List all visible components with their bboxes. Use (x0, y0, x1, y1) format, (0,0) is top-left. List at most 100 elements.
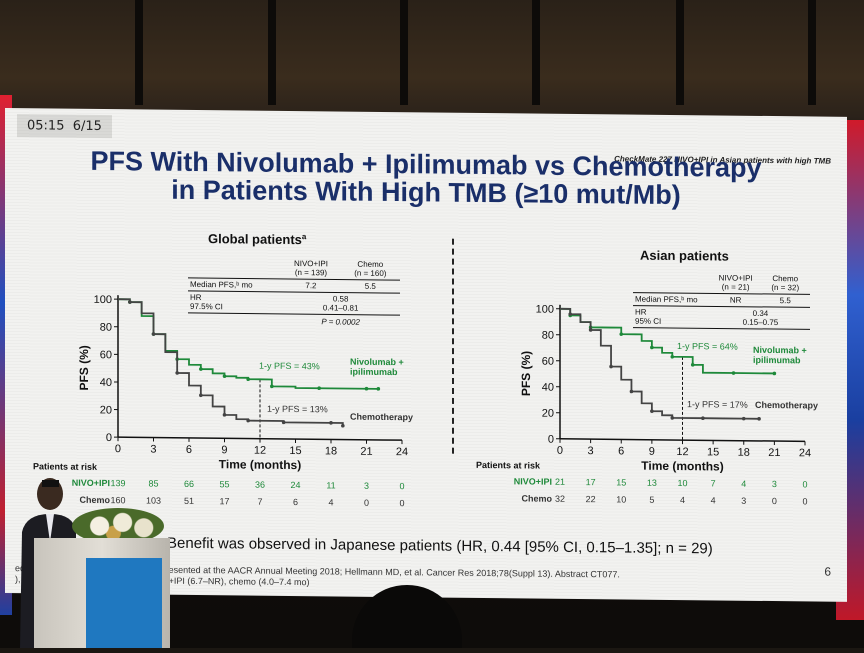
nivo-ipi-censor-mark (377, 387, 381, 391)
y-axis-label: PFS (%) (77, 345, 91, 390)
table-hr-label: HR (190, 293, 202, 302)
risk-value-nivo: 15 (616, 477, 626, 487)
table-col2-header: Chemo (772, 274, 798, 283)
risk-value-chemo: 103 (146, 495, 161, 505)
y-tick-label: 0 (106, 432, 112, 444)
risk-value-chemo: 10 (616, 494, 626, 504)
nivo-ipi-censor-mark (223, 374, 227, 378)
y-tick-label: 100 (94, 294, 112, 306)
risk-label-nivo: NIVO+IPI (72, 478, 110, 488)
risk-value-chemo: 17 (219, 496, 229, 506)
chemo-censor-mark (742, 417, 746, 421)
risk-value-nivo: 21 (555, 477, 565, 487)
table-ci-label: 97.5% CI (190, 302, 223, 311)
risk-value-chemo: 4 (328, 497, 333, 507)
x-tick-label: 12 (676, 446, 688, 458)
table-col1-header: NIVO+IPI (719, 273, 753, 282)
chemo-censor-mark (152, 332, 156, 336)
nivo-ipi-censor-mark (270, 385, 274, 389)
table-median-nivo: NR (730, 296, 742, 305)
risk-label-chemo: Chemo (79, 495, 110, 505)
y-tick-label: 60 (100, 349, 112, 361)
x-axis-label: Time (months) (641, 459, 723, 474)
nivo-ipi-series-label: Nivolumab +ipilimumab (753, 345, 807, 366)
x-tick-label: 12 (254, 445, 266, 457)
table-col1-header: NIVO+IPI (294, 259, 328, 268)
x-tick-label: 15 (289, 445, 301, 457)
table-rule (633, 328, 810, 330)
risk-value-nivo: 24 (290, 480, 300, 490)
risk-value-nivo: 55 (219, 479, 229, 489)
chemo-censor-mark (329, 421, 333, 425)
x-tick-label: 3 (150, 444, 156, 456)
room-pillar (808, 0, 816, 105)
chemo-series-label: Chemotherapy (755, 400, 818, 411)
nivo-ipi-censor-mark (619, 332, 623, 336)
x-tick-label: 9 (649, 446, 655, 458)
risk-value-chemo: 0 (772, 496, 777, 506)
nivo-ipi-series-label-line2: ipilimumab (753, 355, 801, 366)
nivo-ipi-censor-mark (246, 377, 250, 381)
chemo-censor-mark (341, 424, 345, 428)
risk-value-nivo: 10 (677, 478, 687, 488)
risk-value-chemo: 3 (741, 496, 746, 506)
nivo-ipi-curve (118, 299, 378, 389)
y-tick-label: 20 (542, 408, 554, 420)
table-hr-label: HR (635, 308, 647, 317)
chemo-censor-mark (650, 409, 654, 413)
x-tick-label: 3 (588, 445, 594, 457)
panel-divider (452, 239, 454, 454)
table-col2-n: (n = 160) (354, 269, 387, 278)
risk-value-chemo: 32 (555, 494, 565, 504)
chemo-censor-mark (630, 390, 634, 394)
table-hr-value: 0.34 (753, 309, 769, 318)
room-pillar (676, 0, 684, 105)
x-tick-label: 21 (768, 447, 780, 459)
patients-at-risk-header: Patients at risk (33, 461, 98, 472)
nivo-ipi-censor-mark (199, 367, 203, 371)
y-tick-label: 100 (536, 304, 554, 316)
y-tick-label: 60 (542, 356, 554, 368)
chemo-censor-mark (246, 419, 250, 423)
table-hr-value: 0.58 (333, 294, 349, 303)
risk-value-nivo: 36 (255, 480, 265, 490)
chart-title: Asian patients (640, 248, 729, 264)
risk-value-nivo: 4 (741, 479, 746, 489)
risk-value-chemo: 22 (586, 494, 596, 504)
risk-label-chemo: Chemo (521, 493, 552, 503)
podium-logo-panel (86, 558, 162, 648)
risk-value-nivo: 7 (711, 478, 716, 488)
table-rule (188, 313, 400, 315)
nivo-ipi-series-label: Nivolumab +ipilimumab (350, 357, 404, 378)
risk-value-chemo: 6 (293, 497, 298, 507)
table-col1-n: (n = 139) (295, 268, 328, 277)
risk-value-chemo: 0 (802, 496, 807, 506)
chemo-censor-mark (223, 413, 227, 417)
table-rule (633, 306, 810, 308)
video-overlay-timestamp: 05:15 6/15 (17, 114, 112, 138)
x-tick-label: 6 (186, 444, 192, 456)
risk-value-chemo: 160 (110, 495, 125, 505)
table-ci-value: 0.41–0.81 (323, 303, 359, 312)
chemo-censor-mark (199, 393, 203, 397)
x-tick-label: 15 (707, 446, 719, 458)
x-tick-label: 6 (618, 445, 624, 457)
nivo-ipi-series-label-line2: ipilimumab (350, 367, 398, 378)
room-pillar (135, 0, 143, 105)
y-tick-label: 0 (548, 434, 554, 446)
risk-value-nivo: 0 (399, 481, 404, 491)
slide-number: 6 (824, 565, 831, 579)
chemo-censor-mark (282, 421, 286, 425)
risk-value-nivo: 17 (586, 477, 596, 487)
room-pillar (532, 0, 540, 105)
risk-value-nivo: 139 (110, 478, 125, 488)
chemo-censor-mark (589, 328, 593, 332)
risk-value-chemo: 0 (399, 498, 404, 508)
chemo-censor-mark (757, 417, 761, 421)
nivo-ipi-series-label-line1: Nivolumab + (350, 357, 404, 368)
x-tick-label: 18 (325, 445, 337, 457)
room-pillar (268, 0, 276, 105)
chemo-censor-mark (128, 300, 132, 304)
table-col2-n: (n = 32) (771, 283, 799, 292)
